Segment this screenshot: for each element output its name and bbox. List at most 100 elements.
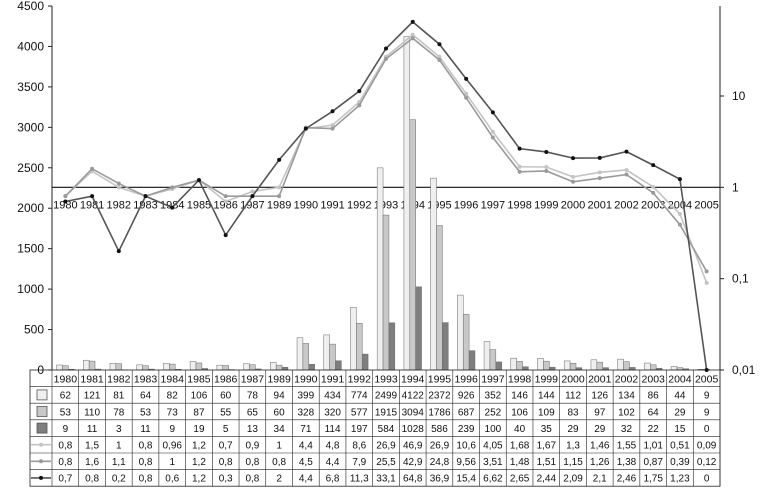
table-cell-s2: 1915	[375, 407, 398, 418]
table-cell-s2: 87	[193, 407, 205, 418]
unity-line-year-label: 1985	[187, 199, 211, 211]
table-year-label: 1999	[535, 374, 559, 386]
bar-s1	[617, 358, 624, 371]
table-cell-l3: 2,46	[617, 474, 637, 485]
left-tick-label: 4500	[17, 0, 44, 13]
line-point-l3	[490, 110, 495, 115]
table-cell-s3: 3	[116, 424, 122, 435]
line-point-l1	[277, 185, 282, 190]
bar-s1	[163, 363, 170, 371]
table-cell-s1: 112	[565, 391, 581, 402]
line-point-l2	[517, 169, 522, 174]
table-cell-l1: 10,6	[456, 441, 476, 452]
line-point-l2	[544, 168, 549, 173]
table-cell-s3: 100	[485, 424, 502, 435]
bar-s1	[457, 294, 464, 371]
unity-line-year-label: 2000	[561, 199, 585, 211]
table-cell-s3: 29	[594, 424, 606, 435]
table-cell-s3: 22	[648, 424, 660, 435]
table-cell-s1: 434	[324, 391, 341, 402]
bar-s2	[650, 364, 657, 371]
table-cell-s2: 102	[618, 407, 635, 418]
table-year-label: 1990	[294, 374, 318, 386]
table-cell-s2: 60	[274, 407, 286, 418]
table-cell-l1: 26,9	[430, 441, 450, 452]
unity-line-year-label: 2002	[614, 199, 638, 211]
table-year-label: 1984	[161, 374, 185, 386]
line-point-l3	[410, 19, 415, 24]
line-point-l3	[517, 146, 522, 151]
table-cell-l3: 6,8	[326, 474, 340, 485]
line-point-l3	[170, 205, 175, 210]
line-point-l2	[63, 194, 68, 199]
bar-s2	[489, 349, 497, 371]
bar-s2	[88, 360, 96, 371]
line-point-l2	[624, 172, 629, 177]
table-cell-s2: 9	[704, 407, 710, 418]
table-cell-s1: 106	[191, 391, 208, 402]
line-point-l3	[277, 157, 282, 162]
bar-s2	[409, 119, 416, 371]
bar-s2	[249, 364, 256, 371]
table-year-label: 1996	[454, 374, 478, 386]
unity-line-year-label: 2003	[641, 199, 665, 211]
legend-key-marker-l1	[39, 442, 43, 447]
table-cell-s2: 687	[458, 407, 475, 418]
table-cell-l3: 6,62	[483, 474, 503, 485]
table-cell-s1: 44	[674, 391, 686, 402]
table-cell-l2: 0,8	[58, 457, 72, 468]
line-point-l2	[223, 194, 228, 199]
table-cell-s3: 19	[193, 424, 205, 435]
bar-s2	[62, 365, 69, 371]
unity-line-year-label: 1990	[294, 199, 318, 211]
table-cell-s2: 577	[351, 407, 368, 418]
table-cell-l3: 2,1	[593, 474, 607, 485]
table-cell-l3: 15,4	[456, 474, 476, 485]
table-cell-s2: 328	[297, 407, 314, 418]
legend-key-s3	[36, 422, 48, 434]
table-cell-s2: 106	[511, 407, 528, 418]
table-cell-l1: 4,8	[326, 441, 340, 452]
table-cell-s1: 146	[511, 391, 528, 402]
unity-line-year-label: 1983	[133, 199, 157, 211]
line-point-l2	[704, 269, 709, 274]
line-point-l2	[677, 222, 682, 227]
bar-s1	[376, 167, 384, 371]
line-point-l3	[651, 163, 656, 168]
left-tick-label: 4000	[17, 39, 44, 53]
bar-s1	[136, 364, 143, 371]
line-point-l2	[170, 185, 175, 190]
table-year-label: 1980	[54, 374, 78, 386]
table-year-label: 1987	[241, 374, 265, 386]
line-point-l1	[330, 123, 335, 128]
line-point-l1	[490, 129, 495, 134]
table-cell-l3: 2,44	[537, 474, 557, 485]
table-year-label: 2002	[615, 374, 639, 386]
right-tick-label: 10	[732, 89, 746, 103]
table-cell-l3: 33,1	[376, 474, 396, 485]
table-cell-s1: 144	[538, 391, 555, 402]
right-tick-label: 1	[732, 180, 739, 194]
table-cell-l3: 0	[704, 474, 710, 485]
table-cell-l3: 0,2	[112, 474, 126, 485]
table-cell-l3: 1,75	[643, 474, 663, 485]
table-cell-s1: 2372	[428, 391, 451, 402]
table-cell-l2: 42,9	[403, 457, 423, 468]
table-cell-s1: 2499	[375, 391, 398, 402]
table-cell-s2: 65	[247, 407, 259, 418]
table-cell-l1: 0,96	[163, 441, 183, 452]
line-point-l3	[116, 249, 121, 254]
table-cell-l1: 1,67	[537, 441, 557, 452]
table-cell-l3: 64,8	[403, 474, 423, 485]
line-point-l1	[437, 54, 442, 59]
bar-s2	[222, 365, 229, 371]
line-point-l1	[517, 164, 522, 169]
bar-s3	[308, 364, 315, 371]
bar-s1	[296, 337, 304, 371]
table-cell-l1: 1,55	[617, 441, 637, 452]
table-cell-s1: 82	[167, 391, 179, 402]
unity-line-year-label: 1980	[53, 199, 77, 211]
table-cell-s3: 13	[247, 424, 259, 435]
table-cell-s3: 5	[223, 424, 229, 435]
